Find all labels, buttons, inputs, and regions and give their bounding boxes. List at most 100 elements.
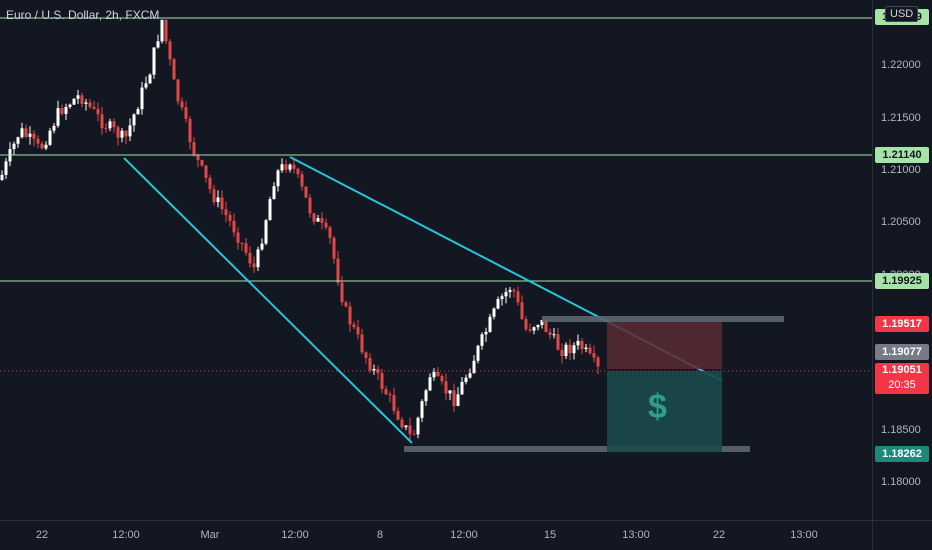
take-profit-zone[interactable] — [607, 371, 722, 452]
candle-body — [552, 334, 556, 336]
candle-body — [348, 306, 352, 325]
candle-body — [316, 218, 320, 222]
candle-body — [132, 114, 136, 126]
candle-body — [540, 319, 544, 325]
price-label-entry: 1.19077 — [875, 344, 929, 360]
candle-body — [32, 133, 36, 139]
candle-body — [184, 107, 188, 119]
candle-body — [96, 108, 100, 115]
candle-body — [244, 243, 248, 253]
candle-body — [336, 258, 340, 283]
candle-body — [556, 334, 560, 350]
candle-body — [588, 347, 592, 354]
candle-body — [92, 106, 96, 109]
candle-body — [124, 130, 128, 137]
candle-body — [508, 289, 512, 292]
price-label-level-1: 1.21140 — [875, 147, 929, 163]
stop-loss-zone[interactable] — [607, 322, 722, 369]
candle-body — [260, 243, 264, 250]
candle-body — [428, 377, 432, 391]
candle-body — [312, 213, 316, 222]
support-bar[interactable] — [404, 446, 750, 452]
candle-body — [72, 98, 76, 105]
candle-body — [568, 344, 572, 354]
candle-body — [52, 125, 56, 131]
candle-body — [236, 232, 240, 243]
candle-body — [324, 222, 328, 228]
time-tick: 12:00 — [450, 529, 478, 541]
axis-corner — [872, 520, 932, 550]
candle-body — [424, 390, 428, 402]
candle-body — [264, 220, 268, 244]
candle-body — [24, 128, 28, 137]
candle-body — [156, 41, 160, 48]
candle-body — [300, 174, 304, 187]
candle-body — [388, 394, 392, 396]
candle-body — [296, 168, 300, 175]
candle-body — [580, 340, 584, 350]
candle-body — [80, 95, 84, 104]
candle-body — [144, 83, 148, 88]
candle-body — [404, 425, 408, 428]
candle-body — [520, 302, 524, 320]
candle-body — [368, 357, 372, 371]
candle-body — [88, 102, 92, 107]
chart-canvas[interactable] — [0, 0, 872, 520]
candle-body — [140, 87, 144, 110]
candle-body — [36, 138, 40, 144]
candle-body — [488, 316, 492, 332]
candle-body — [596, 357, 600, 367]
price-tick: 1.20500 — [881, 216, 921, 228]
candle-body — [344, 302, 348, 307]
candle-body — [284, 164, 288, 170]
candle-body — [528, 329, 532, 331]
time-tick: 8 — [376, 529, 384, 541]
candle-body — [384, 389, 388, 395]
bar-countdown: 20:35 — [888, 379, 916, 391]
candle-body — [484, 331, 488, 335]
time-axis[interactable]: 22 12:00 Mar 12:00 8 12:00 15 13:00 22 1… — [0, 520, 872, 550]
candle-body — [320, 218, 324, 223]
candle-body — [292, 164, 296, 169]
candle-body — [536, 324, 540, 328]
resistance-bar[interactable] — [542, 316, 784, 322]
candle-body — [392, 394, 396, 411]
candle-body — [64, 106, 68, 114]
candle-body — [332, 237, 336, 259]
candle-body — [412, 434, 416, 436]
candle-body — [104, 128, 108, 130]
candle-body — [20, 128, 24, 138]
candle-body — [136, 109, 140, 115]
candle-body — [44, 144, 48, 149]
candle-body — [416, 417, 420, 435]
candle-body — [472, 360, 476, 374]
chart-area[interactable]: Euro / U.S. Dollar, 2h, FXCM $ — [0, 0, 872, 520]
candle-body — [512, 289, 516, 292]
price-label-target: 1.18262 — [875, 446, 929, 462]
time-tick: 13:00 — [790, 529, 818, 541]
candle-body — [532, 327, 536, 331]
candle-body — [116, 127, 120, 138]
price-tick: 1.21000 — [881, 164, 921, 176]
time-tick: 22 — [712, 529, 726, 541]
candle-body — [360, 334, 364, 353]
price-axis[interactable]: 1.22000 1.21500 1.21000 1.20500 1.20000 … — [872, 0, 932, 520]
time-tick: 22 — [35, 529, 49, 541]
candle-body — [584, 347, 588, 350]
candle-body — [480, 334, 484, 346]
candle-body — [500, 296, 504, 300]
candles — [0, 19, 600, 441]
candle-body — [224, 209, 228, 216]
candle-body — [444, 381, 448, 394]
price-label-level-2: 1.19925 — [875, 273, 929, 289]
price-label-stop: 1.19517 — [875, 316, 929, 332]
candle-body — [288, 164, 292, 170]
candle-body — [12, 143, 16, 150]
currency-button[interactable]: USD — [885, 6, 919, 22]
lower-trendline[interactable] — [123, 157, 413, 444]
price-tick: 1.21500 — [881, 112, 921, 124]
candle-body — [232, 220, 236, 233]
candle-body — [84, 102, 88, 104]
time-tick: 12:00 — [112, 529, 140, 541]
candle-body — [352, 324, 356, 328]
